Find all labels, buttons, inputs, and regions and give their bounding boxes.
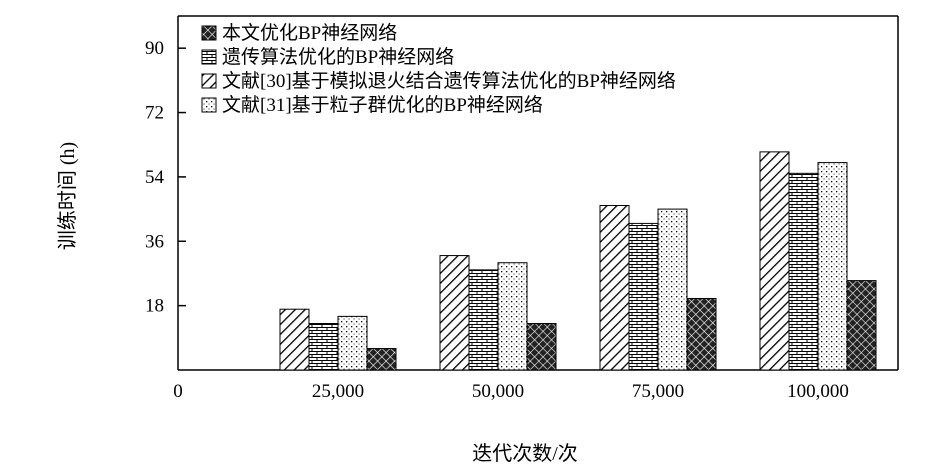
- x-axis-title: 迭代次数/次: [472, 442, 578, 465]
- legend-label: 文献[31]基于粒子群优化的BP神经网络: [222, 94, 543, 116]
- x-tick-label: 100,000: [787, 381, 849, 402]
- y-tick-label: 36: [145, 231, 164, 252]
- bar-diagonal-hatch: [599, 205, 630, 371]
- bar-dotted: [497, 262, 528, 371]
- bar-brick: [308, 323, 339, 371]
- y-tick-label: 18: [145, 296, 164, 317]
- legend-label: 遗传算法优化的BP神经网络: [222, 46, 454, 68]
- bar-diagonal-hatch: [279, 308, 310, 371]
- bar-crosshatch-dark: [686, 297, 717, 371]
- x-tick-label: 50,000: [472, 381, 524, 402]
- y-tick-label: 90: [145, 38, 164, 59]
- legend-label: 文献[30]基于模拟退火结合遗传算法优化的BP神经网络: [222, 70, 676, 92]
- bar-brick: [468, 269, 499, 371]
- legend-swatch: [201, 73, 217, 89]
- bar-diagonal-hatch: [439, 255, 470, 371]
- legend-label: 本文优化BP神经网络: [222, 22, 397, 44]
- x-tick-label: 25,000: [312, 381, 364, 402]
- bar-dotted: [817, 162, 848, 371]
- legend-swatch: [201, 97, 217, 113]
- legend: 本文优化BP神经网络遗传算法优化的BP神经网络文献[30]基于模拟退火结合遗传算…: [201, 22, 676, 116]
- bar-brick: [788, 172, 819, 371]
- x-tick-label: 0: [173, 381, 183, 402]
- bar-crosshatch-dark: [846, 280, 877, 371]
- bar-dotted: [337, 315, 368, 371]
- bar-dotted: [657, 208, 688, 371]
- y-ticks: 18 36 54 72 90: [145, 38, 186, 317]
- legend-swatch: [201, 25, 217, 41]
- bar-brick: [628, 222, 659, 371]
- x-tick-label: 75,000: [632, 381, 684, 402]
- y-tick-label: 72: [145, 103, 164, 124]
- y-axis-title: 训练时间 (h): [56, 142, 79, 250]
- bars: [279, 151, 877, 371]
- bar-diagonal-hatch: [759, 151, 790, 371]
- legend-swatch: [201, 49, 217, 65]
- bar-crosshatch-dark: [366, 348, 397, 371]
- y-tick-label: 54: [145, 167, 165, 188]
- bar-crosshatch-dark: [526, 323, 557, 371]
